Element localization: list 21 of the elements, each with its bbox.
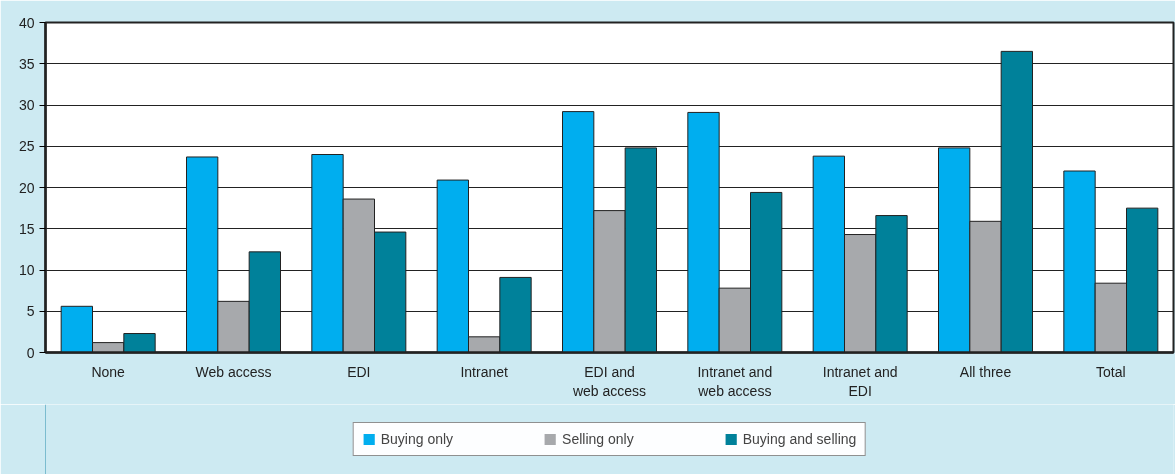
x-tick-label: Intranet and EDI: [822, 363, 898, 399]
x-tick-label: Web access: [195, 363, 272, 380]
y-tick-label: 25: [18, 138, 35, 155]
y-tick-label: 20: [18, 179, 35, 196]
legend-label: Buying only: [380, 431, 454, 447]
x-tick-label: Intranet and web access: [697, 363, 773, 399]
y-tick-label: 40: [18, 14, 35, 31]
x-tick-label: Intranet: [460, 363, 509, 380]
x-tick-label: EDI and web access: [571, 363, 647, 399]
y-tick-label: 0: [26, 344, 35, 361]
x-tick-label: None: [91, 363, 126, 380]
y-tick-label: 5: [26, 303, 35, 320]
x-tick-label: EDI: [347, 363, 371, 380]
y-tick-label: 35: [18, 55, 35, 72]
y-tick-label: 10: [18, 262, 35, 278]
y-tick-label: 30: [18, 97, 35, 113]
legend-label: Selling only: [562, 431, 634, 447]
x-tick-label: Total: [1096, 363, 1126, 380]
y-tick-label: 15: [18, 220, 35, 237]
x-tick-label: All three: [959, 363, 1012, 380]
legend-label: Buying and selling: [742, 431, 857, 447]
